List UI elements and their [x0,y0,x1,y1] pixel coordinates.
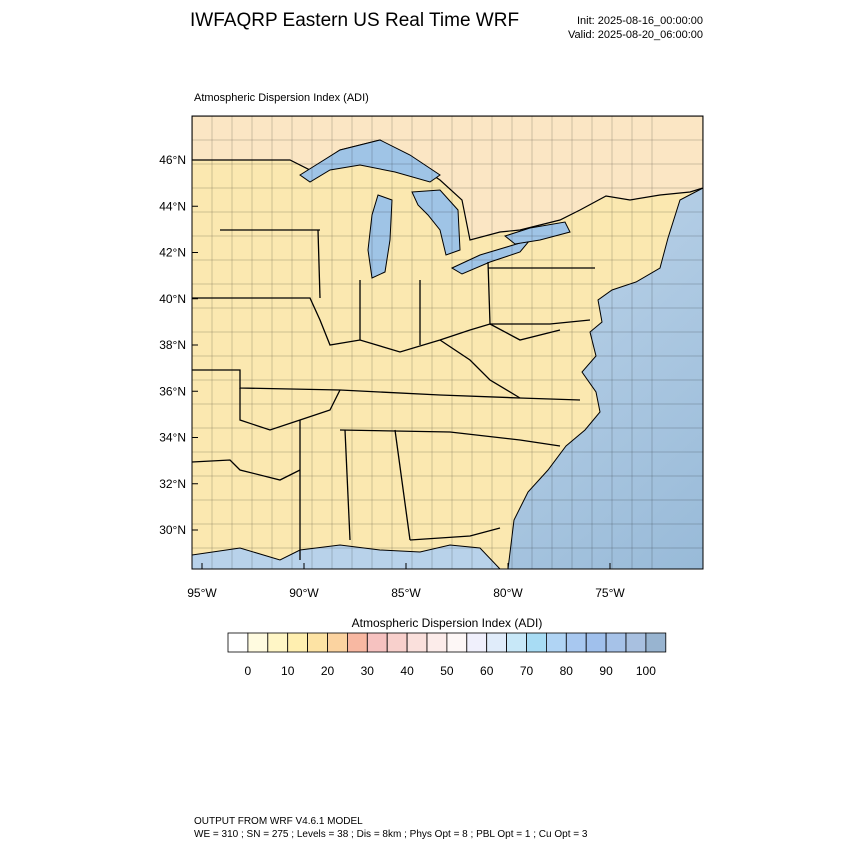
colorbar-label: 0 [245,664,252,678]
lat-label: 30°N [159,523,186,537]
footer-line1: OUTPUT FROM WRF V4.6.1 MODEL [194,816,363,827]
colorbar-box [346,632,368,653]
county-borders [192,116,703,569]
lon-label: 90°W [289,586,319,600]
lat-label: 34°N [159,431,186,445]
colorbar: 0 10 20 30 40 50 60 70 80 90 100 [227,632,667,678]
colorbar-box [247,632,269,653]
colorbar-box [506,632,527,653]
colorbar-box [486,632,508,653]
state-borders [192,229,595,560]
colorbar-label: 60 [480,664,494,678]
lat-label: 38°N [159,338,186,352]
colorbar-label: 40 [400,664,414,678]
great-lakes [299,139,571,279]
colorbar-box [546,632,567,653]
colorbar-box [287,632,309,653]
colorbar-label: 70 [520,664,534,678]
colorbar-label: 50 [440,664,454,678]
map-frame [191,115,704,570]
colorbar-title: Atmospheric Dispersion Index (ADI) [352,616,543,630]
map [192,116,703,569]
colorbar-label: 10 [281,664,295,678]
lat-label: 44°N [159,199,186,213]
lon-label: 95°W [187,586,217,600]
colorbar-box [625,632,647,653]
colorbar-label: 90 [599,664,613,678]
colorbar-box [227,632,249,653]
colorbar-box [526,632,547,653]
colorbar-box [585,632,607,653]
colorbar-box [565,632,587,653]
gulf [192,544,501,569]
lat-label: 46°N [159,153,186,167]
colorbar-label: 20 [321,664,335,678]
lat-label: 36°N [159,384,186,398]
colorbar-label: 30 [361,664,375,678]
map-title: Atmospheric Dispersion Index (ADI) [194,92,369,104]
colorbar-box [307,632,328,653]
init-time: Init: 2025-08-16_00:00:00 [577,15,703,27]
lon-label: 85°W [391,586,421,600]
colorbar-label: 100 [636,664,656,678]
colorbar-box [645,632,667,653]
lat-label: 32°N [159,477,186,491]
lon-label: 80°W [493,586,523,600]
valid-time: Valid: 2025-08-20_06:00:00 [568,29,703,41]
lat-axis: 46°N 44°N 42°N 40°N 38°N 36°N 34°N 32°N 30°N [159,153,198,537]
title: IWFAQRP Eastern US Real Time WRF [190,10,519,31]
lon-label: 75°W [595,586,625,600]
colorbar-box [366,632,388,653]
colorbar-label: 80 [560,664,574,678]
colorbar-box [446,632,468,653]
footer-line2: WE = 310 ; SN = 275 ; Levels = 38 ; Dis … [194,829,588,840]
colorbar-box [267,632,289,653]
colorbar-box [406,632,428,653]
colorbar-box [605,632,627,653]
colorbar-box [386,632,408,653]
lon-axis: 95°W 90°W 85°W 80°W 75°W [187,563,625,600]
lat-label: 42°N [159,246,186,260]
colorbar-box [426,632,448,653]
colorbar-box [466,632,488,653]
colorbar-box [327,632,348,653]
lat-label: 40°N [159,292,186,306]
